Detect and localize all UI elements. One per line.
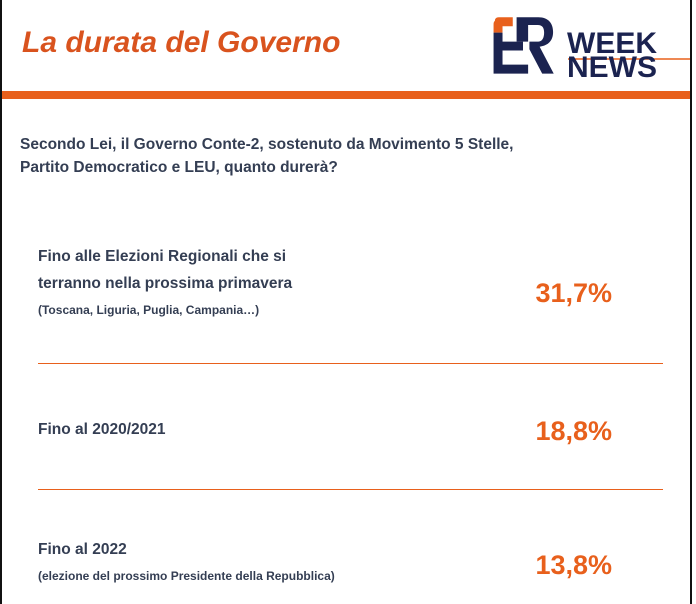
svg-text:NEWS: NEWS bbox=[567, 51, 657, 78]
